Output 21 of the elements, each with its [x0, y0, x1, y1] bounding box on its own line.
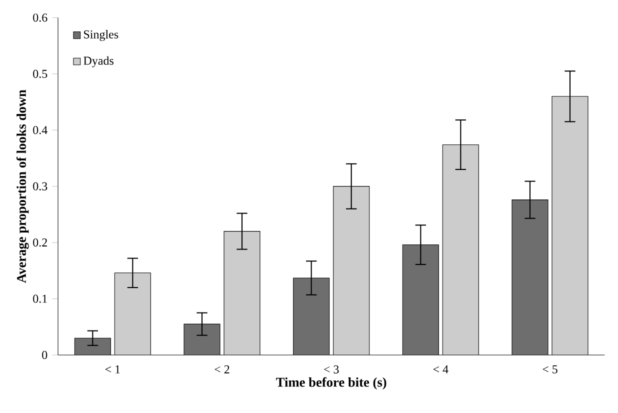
legend-label: Singles	[84, 30, 118, 41]
x-tick-label: < 2	[214, 365, 230, 374]
y-tick-label: 0.6	[33, 14, 48, 22]
bar	[224, 231, 260, 355]
y-tick-label: 0.4	[33, 126, 48, 134]
x-tick-label: < 3	[324, 365, 339, 374]
y-tick-label: 0	[42, 350, 48, 360]
bar	[114, 272, 151, 355]
x-axis-title: Time before bite (s)	[276, 377, 386, 390]
y-tick-label: 0.3	[33, 182, 48, 190]
y-tick-label: 0.5	[33, 70, 48, 78]
bar	[333, 186, 370, 355]
x-tick-label: < 1	[105, 365, 120, 374]
y-tick-label: 0.2	[33, 238, 47, 247]
y-axis-title: Average proportion of looks down	[16, 90, 29, 283]
bar	[552, 96, 588, 355]
y-tick-label: 0.1	[33, 294, 47, 303]
bar	[442, 144, 479, 355]
legend-label: Dyads	[84, 56, 114, 68]
x-tick-label: < 4	[433, 365, 448, 374]
x-tick-label: < 5	[542, 365, 558, 374]
